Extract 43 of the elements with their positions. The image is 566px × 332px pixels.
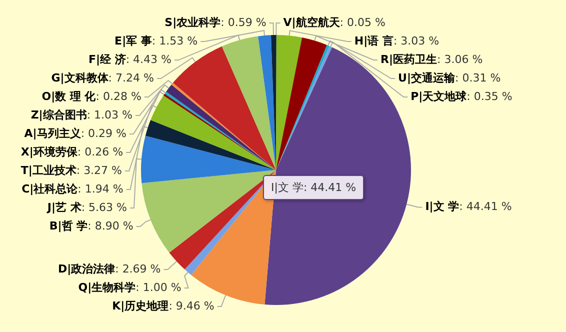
slice-label: B|哲 学 bbox=[49, 219, 88, 232]
slice-label: T|工业技术 bbox=[20, 164, 76, 177]
data-label: : 0.35 % bbox=[466, 90, 512, 103]
slice-label: R|医药卫生 bbox=[380, 52, 438, 66]
slice-label: Q|生物科学 bbox=[78, 280, 136, 294]
data-label: : 8.90 % bbox=[88, 219, 134, 232]
data-label: : 7.24 % bbox=[108, 71, 154, 84]
slice-label: U|交通运输 bbox=[398, 71, 456, 84]
slice-label: A|马列主义 bbox=[24, 126, 82, 140]
data-label: : 0.31 % bbox=[455, 71, 501, 84]
data-label: : 0.29 % bbox=[80, 126, 126, 140]
data-label: : 1.00 % bbox=[136, 280, 182, 294]
data-label: : 0.59 % bbox=[220, 16, 266, 29]
slice-label: D|政治法律 bbox=[58, 262, 116, 276]
data-label: : 3.27 % bbox=[76, 164, 122, 177]
slice-label: X|环境劳保 bbox=[20, 145, 78, 158]
data-label: : 1.94 % bbox=[78, 182, 124, 196]
data-label: : 44.41 % bbox=[459, 200, 512, 214]
data-label: : 0.26 % bbox=[77, 145, 124, 158]
data-label: : 5.63 % bbox=[81, 200, 128, 214]
data-label: : 4.43 % bbox=[126, 52, 172, 66]
data-label: : 3.03 % bbox=[393, 34, 440, 48]
slice-label: S|农业科学 bbox=[164, 16, 221, 29]
slice-label: F|经 济 bbox=[88, 52, 126, 66]
slice-label: Z|综合图书 bbox=[30, 108, 87, 122]
data-label: : 9.46 % bbox=[168, 299, 214, 312]
data-label: : 1.53 % bbox=[152, 34, 198, 48]
slice-label: G|文科教体 bbox=[51, 71, 110, 84]
data-label: : 2.69 % bbox=[115, 262, 161, 276]
slice-label: P|天文地球 bbox=[410, 90, 468, 103]
slice-label: C|社科总论 bbox=[22, 182, 79, 196]
data-label: : 3.06 % bbox=[437, 52, 483, 66]
slice-label: H|语 言 bbox=[354, 34, 394, 48]
data-label: : 0.05 % bbox=[340, 16, 386, 29]
slice-label: I|文 学 bbox=[425, 200, 460, 214]
slice-label: K|历史地理 bbox=[112, 299, 169, 312]
slice-label: O|数 理 化 bbox=[42, 90, 97, 103]
slice-label: V|航空航天 bbox=[283, 16, 341, 29]
slice-label: J|艺 术 bbox=[46, 200, 82, 214]
data-label: : 1.03 % bbox=[86, 108, 132, 122]
slice-label: E|军 事 bbox=[114, 34, 152, 48]
data-label: : 0.28 % bbox=[96, 90, 142, 103]
text: I|文 学: 44.41 % bbox=[263, 175, 364, 200]
